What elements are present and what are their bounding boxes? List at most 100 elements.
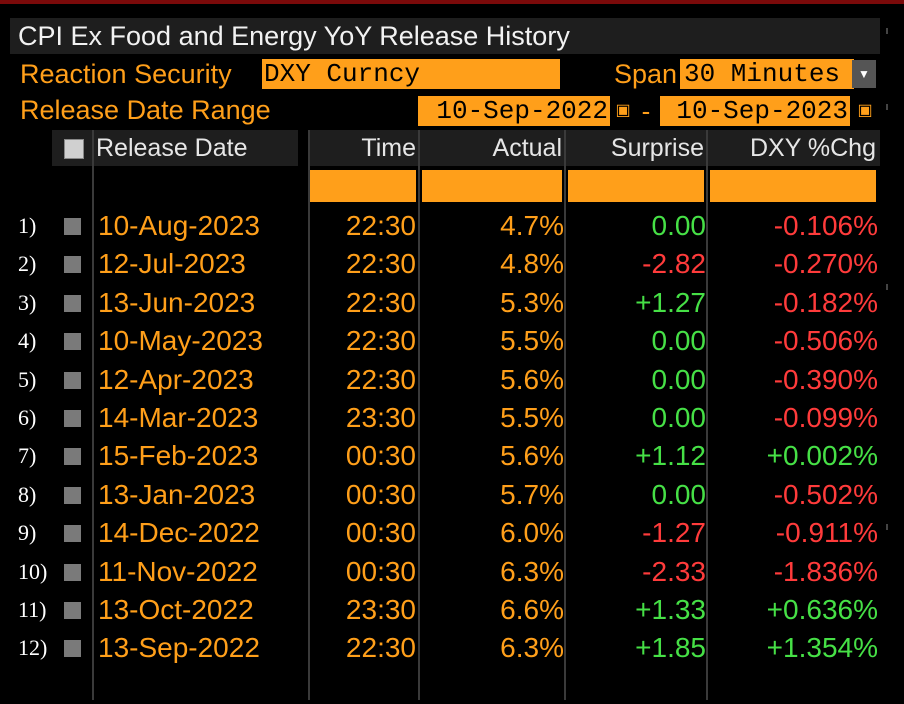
- actual-cell: 6.3%: [500, 632, 564, 664]
- surprise-cell: 0.00: [651, 478, 707, 510]
- header-dxy-chg[interactable]: DXY %Chg: [708, 130, 880, 166]
- row-number: 4): [18, 328, 37, 354]
- table-row[interactable]: 1) 10-Aug-2023 22:30 4.7% 0.00 -0.106%: [0, 208, 880, 244]
- surprise-cell: 0.00: [651, 325, 707, 357]
- reaction-security-label: Reaction Security: [20, 59, 232, 89]
- actual-cell: 6.0%: [500, 517, 564, 549]
- table-row[interactable]: 7) 15-Feb-2023 00:30 5.6% +1.12 +0.002%: [0, 438, 880, 474]
- surprise-filter-input[interactable]: [568, 170, 704, 202]
- release-date-cell[interactable]: 14-Dec-2022: [98, 517, 260, 549]
- row-checkbox[interactable]: [64, 602, 81, 619]
- row-checkbox[interactable]: [64, 525, 81, 543]
- release-date-cell[interactable]: 13-Oct-2022: [98, 594, 254, 625]
- release-date-cell[interactable]: 13-Jun-2023: [98, 286, 256, 318]
- time-cell: 00:30: [345, 440, 416, 472]
- calendar-icon[interactable]: ▣: [615, 102, 631, 119]
- table-row[interactable]: 11) 13-Oct-2022 23:30 6.6% +1.33 +0.636%: [0, 592, 880, 628]
- release-date-cell[interactable]: 10-May-2023: [98, 325, 263, 357]
- table-row[interactable]: 3) 13-Jun-2023 22:30 5.3% +1.27 -0.182%: [0, 285, 880, 321]
- release-date-cell[interactable]: 15-Feb-2023: [98, 440, 259, 472]
- range-separator: -: [641, 96, 651, 126]
- header-release-date[interactable]: Release Date: [52, 130, 298, 166]
- dxy-chg-cell: -0.182%: [773, 286, 878, 318]
- header-surprise[interactable]: Surprise: [566, 130, 708, 166]
- row-checkbox[interactable]: [64, 486, 81, 504]
- surprise-cell: 0.00: [651, 363, 707, 395]
- time-cell: 23:30: [345, 594, 416, 625]
- select-all-checkbox[interactable]: [64, 139, 84, 159]
- release-date-range-label: Release Date Range: [20, 95, 271, 125]
- time-cell: 00:30: [345, 555, 416, 587]
- actual-cell: 5.6%: [500, 363, 564, 395]
- dxy-chg-cell: -0.270%: [773, 248, 878, 280]
- dxy-chg-cell: +0.636%: [766, 594, 878, 625]
- row-number: 8): [18, 481, 37, 507]
- row-checkbox[interactable]: [64, 218, 81, 235]
- row-checkbox[interactable]: [64, 410, 81, 427]
- row-checkbox[interactable]: [64, 333, 81, 351]
- gutter-tick: [886, 28, 888, 34]
- release-date-cell[interactable]: 11-Nov-2022: [98, 555, 258, 587]
- reaction-security-input[interactable]: DXY Curncy: [262, 59, 560, 89]
- column-divider: [706, 130, 708, 700]
- release-date-cell[interactable]: 13-Jan-2023: [98, 478, 256, 510]
- table-row[interactable]: 2) 12-Jul-2023 22:30 4.8% -2.82 -0.270%: [0, 246, 880, 282]
- window-top-border: [0, 0, 904, 4]
- row-number: 11): [18, 597, 47, 622]
- table-row[interactable]: 4) 10-May-2023 22:30 5.5% 0.00 -0.506%: [0, 323, 880, 359]
- actual-cell: 5.5%: [500, 325, 564, 357]
- release-date-cell[interactable]: 14-Mar-2023: [98, 402, 259, 433]
- dxy-chg-cell: -0.390%: [773, 363, 878, 395]
- chevron-down-icon[interactable]: ▼: [852, 60, 876, 88]
- header-time[interactable]: Time: [310, 130, 420, 166]
- table-row[interactable]: 10) 11-Nov-2022 00:30 6.3% -2.33 -1.836%: [0, 554, 880, 590]
- surprise-cell: -2.82: [642, 248, 706, 280]
- header-actual[interactable]: Actual: [420, 130, 566, 166]
- column-divider: [564, 130, 566, 700]
- table-row[interactable]: 12) 13-Sep-2022 22:30 6.3% +1.85 +1.354%: [0, 630, 880, 666]
- time-filter-input[interactable]: [310, 170, 416, 202]
- row-number: 3): [18, 289, 37, 315]
- release-date-cell[interactable]: 13-Sep-2022: [98, 632, 260, 664]
- dxy-chg-cell: -0.502%: [773, 478, 878, 510]
- row-checkbox[interactable]: [64, 371, 81, 389]
- time-cell: 22:30: [345, 210, 416, 241]
- actual-cell: 5.3%: [500, 286, 564, 318]
- calendar-icon[interactable]: ▣: [857, 102, 873, 119]
- row-number: 12): [18, 635, 48, 661]
- row-checkbox[interactable]: [64, 448, 81, 466]
- actual-cell: 4.7%: [500, 210, 564, 241]
- date-to-input[interactable]: 10-Sep-2023: [660, 96, 850, 126]
- surprise-cell: -1.27: [642, 517, 706, 549]
- row-number: 7): [18, 443, 37, 469]
- table-row[interactable]: 5) 12-Apr-2023 22:30 5.6% 0.00 -0.390%: [0, 362, 880, 398]
- gutter-tick: [886, 104, 888, 110]
- dxy-chg-cell: -0.911%: [775, 517, 878, 549]
- time-cell: 22:30: [345, 248, 416, 280]
- gutter-tick: [886, 524, 888, 530]
- actual-cell: 5.7%: [500, 478, 564, 510]
- row-checkbox[interactable]: [64, 563, 81, 581]
- right-scroll-gutter[interactable]: [884, 4, 904, 704]
- span-select[interactable]: 30 Minutes: [680, 59, 854, 89]
- dxy-chg-cell: -0.506%: [773, 325, 878, 357]
- table-row[interactable]: 9) 14-Dec-2022 00:30 6.0% -1.27 -0.911%: [0, 515, 880, 551]
- table-row[interactable]: 6) 14-Mar-2023 23:30 5.5% 0.00 -0.099%: [0, 400, 880, 436]
- dxy-chg-filter-input[interactable]: [710, 170, 876, 202]
- dxy-chg-cell: +0.002%: [766, 440, 878, 472]
- time-cell: 22:30: [345, 632, 416, 664]
- row-checkbox[interactable]: [64, 294, 81, 312]
- row-checkbox[interactable]: [64, 256, 81, 274]
- surprise-cell: +1.27: [635, 286, 706, 318]
- row-checkbox[interactable]: [64, 640, 81, 658]
- surprise-cell: 0.00: [651, 210, 707, 241]
- surprise-cell: +1.85: [635, 632, 706, 664]
- actual-filter-input[interactable]: [422, 170, 562, 202]
- table-row[interactable]: 8) 13-Jan-2023 00:30 5.7% 0.00 -0.502%: [0, 477, 880, 513]
- release-date-cell[interactable]: 12-Jul-2023: [98, 248, 246, 280]
- dxy-chg-cell: -0.099%: [773, 402, 878, 433]
- release-date-cell[interactable]: 12-Apr-2023: [98, 363, 254, 395]
- release-date-cell[interactable]: 10-Aug-2023: [98, 210, 260, 241]
- date-from-input[interactable]: 10-Sep-2022: [418, 96, 610, 126]
- gutter-tick: [886, 284, 888, 290]
